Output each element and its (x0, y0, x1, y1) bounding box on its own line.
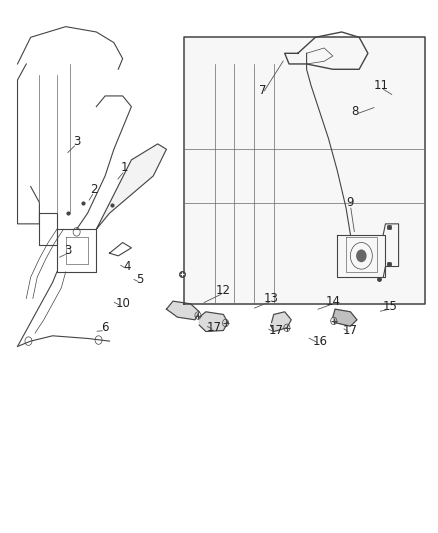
Text: 8: 8 (351, 106, 358, 118)
Text: 4: 4 (123, 260, 131, 273)
Text: 1: 1 (121, 161, 129, 174)
Text: 12: 12 (216, 284, 231, 297)
Text: 5: 5 (137, 273, 144, 286)
Text: 15: 15 (382, 300, 397, 313)
Text: 3: 3 (64, 244, 71, 257)
Polygon shape (199, 312, 228, 332)
Polygon shape (184, 37, 425, 304)
Text: 17: 17 (207, 321, 222, 334)
Polygon shape (271, 312, 291, 332)
Text: 16: 16 (312, 335, 327, 348)
Text: 17: 17 (268, 324, 283, 337)
Text: 17: 17 (343, 324, 358, 337)
Text: 3: 3 (73, 135, 80, 148)
Text: 2: 2 (90, 183, 98, 196)
Text: 10: 10 (115, 297, 130, 310)
Text: 11: 11 (374, 79, 389, 92)
Polygon shape (333, 309, 357, 326)
Polygon shape (96, 144, 166, 229)
Text: 14: 14 (325, 295, 340, 308)
Text: 6: 6 (101, 321, 109, 334)
Text: 9: 9 (346, 196, 354, 209)
Text: 13: 13 (264, 292, 279, 305)
Text: 7: 7 (259, 84, 267, 97)
Polygon shape (166, 301, 199, 320)
Circle shape (356, 249, 367, 262)
